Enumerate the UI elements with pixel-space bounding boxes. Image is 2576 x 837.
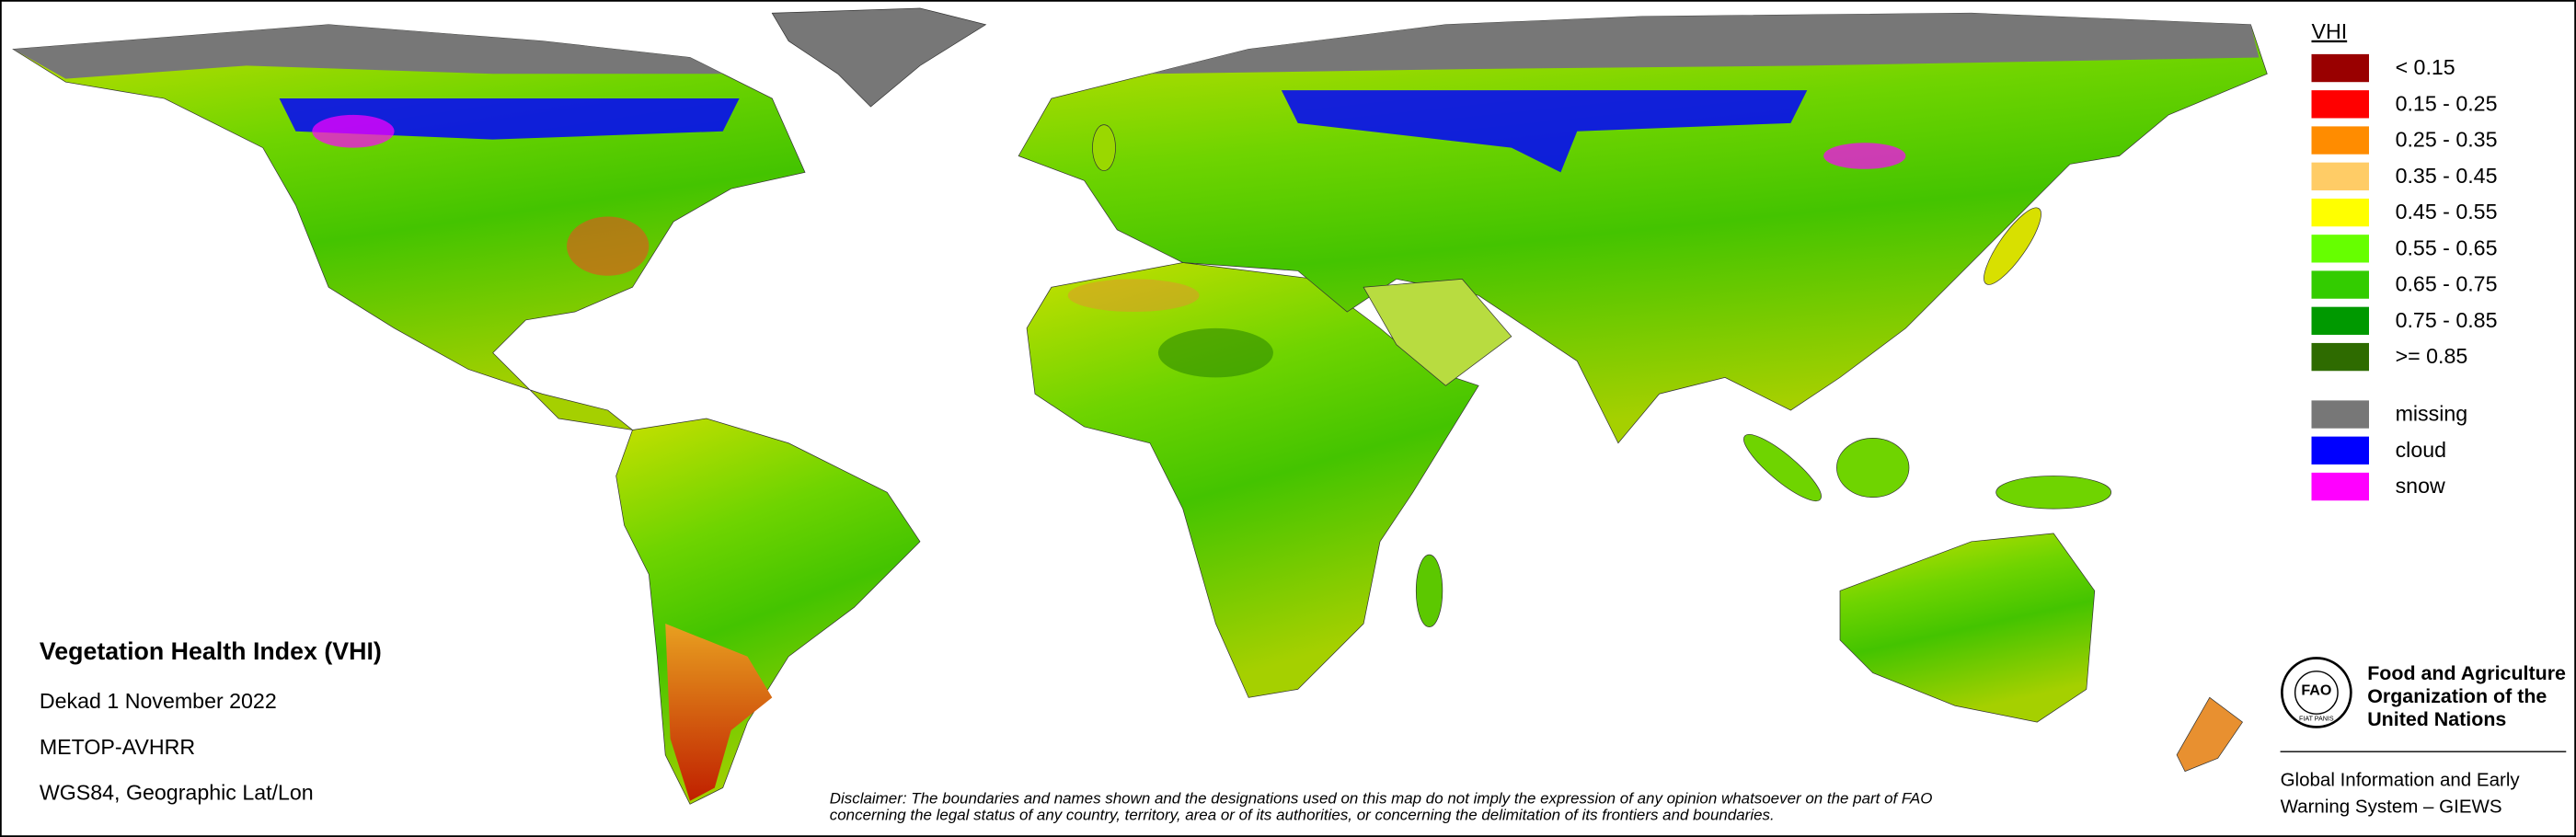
cloud-siberia bbox=[1281, 90, 1808, 173]
arabia bbox=[1363, 278, 1512, 386]
map-info: Vegetation Health Index (VHI) Dekad 1 No… bbox=[40, 637, 382, 804]
missing-eurasia bbox=[1150, 13, 2260, 75]
snow-rockies bbox=[312, 114, 395, 148]
legend: VHI < 0.15 0.15 - 0.25 0.25 - 0.35 0.35 - 0… bbox=[2311, 19, 2498, 501]
legend-label: 0.35 - 0.45 bbox=[2396, 164, 2498, 188]
legend-label: < 0.15 bbox=[2396, 55, 2455, 79]
disclaimer: Disclaimer: The boundaries and names sho… bbox=[830, 789, 1933, 823]
legend-title: VHI bbox=[2312, 19, 2348, 43]
legend-swatch bbox=[2311, 270, 2369, 299]
logo-motto: FIAT PANIS bbox=[2299, 715, 2334, 722]
legend-swatch bbox=[2311, 436, 2369, 464]
new-zealand bbox=[2176, 696, 2243, 773]
legend-label: cloud bbox=[2396, 438, 2446, 462]
org-name: Food and Agriculture bbox=[2367, 662, 2566, 684]
legend-label: >= 0.85 bbox=[2396, 344, 2468, 368]
cloud-north-america bbox=[279, 98, 740, 140]
snow-asia bbox=[1823, 143, 1906, 169]
legend-label: missing bbox=[2396, 402, 2468, 426]
program-name: Warning System – GIEWS bbox=[2281, 796, 2502, 817]
green-sahel bbox=[1157, 327, 1273, 378]
dry-sahara-edge bbox=[1067, 279, 1200, 313]
logo-ring bbox=[2281, 657, 2352, 728]
program-name: Global Information and Early bbox=[2281, 770, 2521, 791]
legend-swatch bbox=[2311, 53, 2369, 83]
logo-inner bbox=[2294, 671, 2339, 715]
greenland bbox=[771, 7, 987, 108]
logo-text: FAO bbox=[2301, 682, 2331, 698]
info-line: METOP-AVHRR bbox=[40, 735, 195, 759]
info-line: Dekad 1 November 2022 bbox=[40, 689, 277, 713]
legend-label: 0.45 - 0.55 bbox=[2396, 200, 2498, 224]
legend-swatch bbox=[2311, 472, 2369, 501]
fao-logo: FAO FIAT PANIS Food and Agriculture Orga… bbox=[2280, 657, 2567, 817]
legend-swatch bbox=[2311, 198, 2369, 227]
madagascar bbox=[1415, 554, 1443, 627]
legend-swatch bbox=[2311, 90, 2369, 119]
org-name: United Nations bbox=[2367, 708, 2506, 730]
disclaimer-line: Disclaimer: The boundaries and names sho… bbox=[830, 789, 1933, 807]
patagonia-dry bbox=[665, 624, 773, 801]
info-line: WGS84, Geographic Lat/Lon bbox=[40, 781, 314, 805]
legend-label: 0.65 - 0.75 bbox=[2396, 272, 2498, 296]
legend-swatch bbox=[2311, 400, 2369, 429]
legend-label: 0.55 - 0.65 bbox=[2396, 235, 2498, 259]
new-guinea bbox=[1995, 476, 2111, 510]
japan bbox=[1984, 207, 2041, 285]
legend-label: 0.25 - 0.35 bbox=[2396, 128, 2498, 152]
africa bbox=[1026, 262, 1479, 698]
legend-swatch bbox=[2311, 162, 2369, 190]
legend-label: 0.15 - 0.25 bbox=[2396, 91, 2498, 115]
org-name: Organization of the bbox=[2367, 685, 2547, 707]
legend-swatch bbox=[2311, 342, 2369, 372]
uk bbox=[1092, 124, 1116, 171]
legend-label: 0.75 - 0.85 bbox=[2396, 308, 2498, 332]
legend-swatch bbox=[2311, 126, 2369, 155]
legend-swatch bbox=[2311, 306, 2369, 335]
legend-label: snow bbox=[2396, 474, 2445, 498]
disclaimer-line: concerning the legal status of any count… bbox=[830, 806, 1775, 823]
map-title: Vegetation Health Index (VHI) bbox=[40, 637, 382, 665]
borneo bbox=[1836, 438, 1910, 499]
missing-north-america bbox=[13, 24, 723, 79]
sumatra bbox=[1743, 434, 1822, 501]
legend-swatch bbox=[2311, 235, 2369, 263]
australia bbox=[1839, 533, 2096, 723]
masks bbox=[13, 13, 2260, 378]
dry-us bbox=[567, 216, 650, 276]
